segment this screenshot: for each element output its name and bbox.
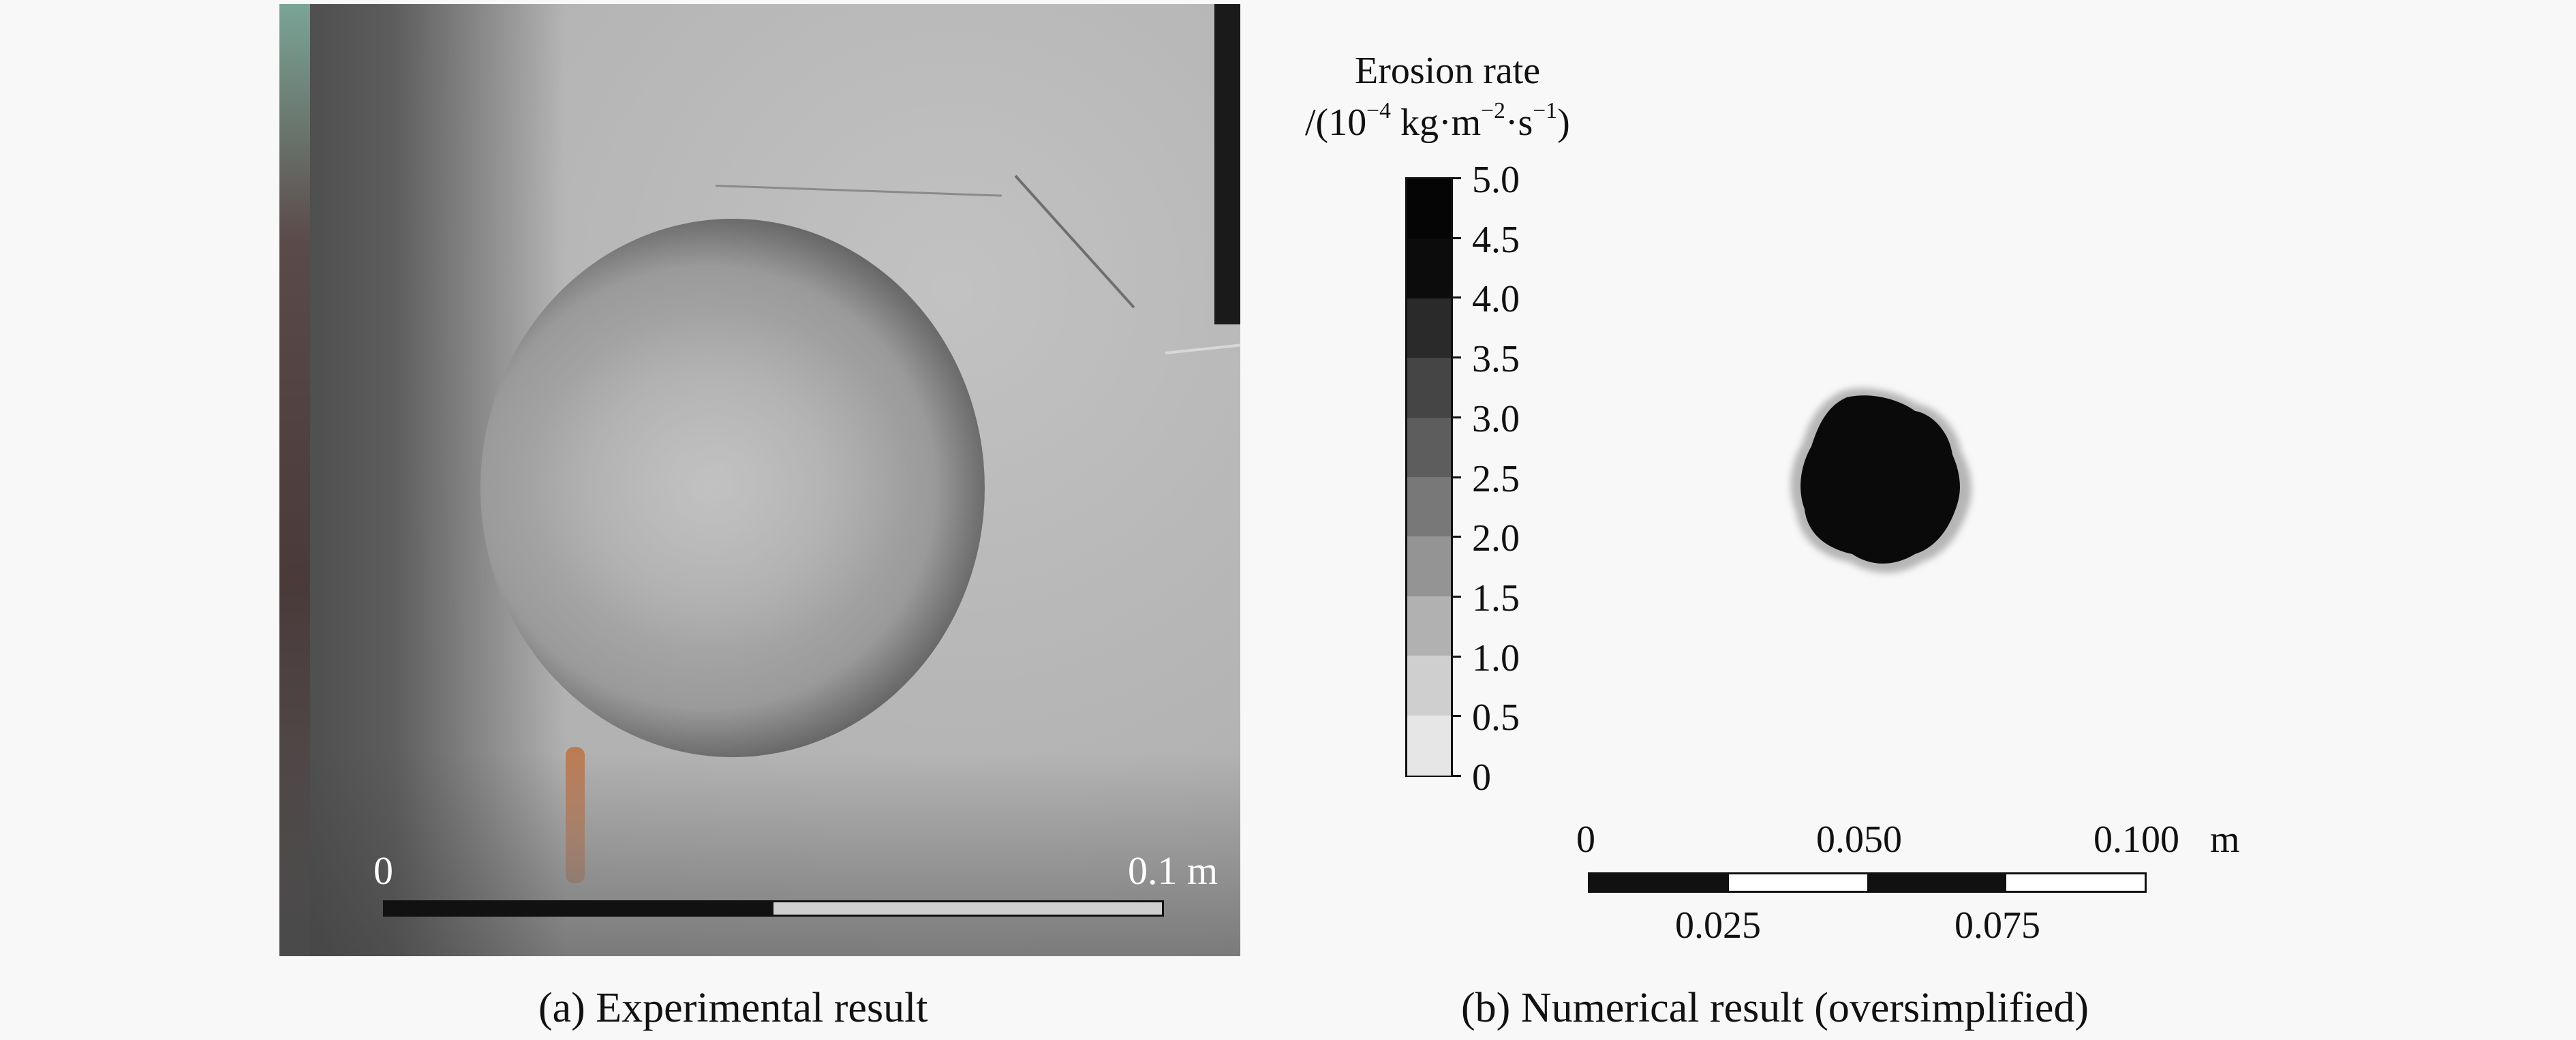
- colorbar-tick-label: 3.0: [1472, 397, 1520, 440]
- colorbar: [1405, 177, 1453, 777]
- colorbar-tick-label: 2.5: [1472, 457, 1520, 500]
- colorbar-tick-label: 4.5: [1472, 218, 1520, 261]
- colorbar-segment: [1407, 298, 1451, 359]
- colorbar-segment: [1407, 239, 1451, 299]
- colorbar-tick: [1452, 595, 1461, 598]
- colorbar-tick: [1452, 476, 1461, 478]
- numerical-erosion-blob: [1779, 378, 1983, 579]
- colorbar-segment: [1407, 417, 1451, 478]
- colorbar-tick: [1452, 177, 1461, 179]
- colorbar-segment: [1407, 715, 1451, 776]
- scale-b-label-0050: 0.050: [1816, 819, 1902, 861]
- colorbar-tick-label: 4.0: [1472, 278, 1520, 321]
- colorbar-segment: [1407, 656, 1451, 716]
- colorbar-tick-label: 3.5: [1472, 338, 1520, 381]
- colorbar-segment: [1407, 536, 1451, 597]
- colorbar-tick-label: 2.0: [1472, 517, 1520, 560]
- scale-b-label-0: 0: [1576, 819, 1595, 861]
- colorbar-tick: [1452, 536, 1461, 538]
- colorbar-tick: [1452, 296, 1461, 299]
- colorbar-tick: [1452, 715, 1461, 718]
- scale-b-label-0100: 0.100: [2094, 819, 2179, 861]
- colorbar-tick: [1452, 356, 1461, 359]
- scale-b-label-0075: 0.075: [1954, 904, 2040, 947]
- scale-b-label-0025: 0.025: [1675, 904, 1761, 947]
- colorbar-tick: [1452, 775, 1461, 777]
- scale-a-end-label: 0.1 m: [1128, 848, 1218, 893]
- colorbar-tick-label: 1.5: [1472, 577, 1520, 620]
- colorbar-segment: [1407, 596, 1451, 657]
- colorbar-tick: [1452, 416, 1461, 418]
- legend-title-line1: Erosion rate: [1355, 50, 1541, 92]
- scale-bar-a: [383, 900, 1164, 917]
- caption-a: (a) Experimental result: [538, 985, 928, 1031]
- legend-title-line2: /(10−4 kg·m−2·s−1): [1305, 97, 1570, 144]
- scale-a-start-label: 0: [373, 848, 393, 893]
- caption-b: (b) Numerical result (oversimplified): [1461, 985, 2089, 1031]
- colorbar-tick-label: 1.0: [1472, 637, 1520, 679]
- colorbar-segment: [1407, 477, 1451, 538]
- colorbar-tick-label: 5.0: [1472, 159, 1520, 201]
- colorbar-tick: [1452, 236, 1461, 239]
- scale-bar-b: [1588, 872, 2147, 893]
- experimental-photo: 0 0.1 m: [279, 4, 1240, 956]
- scale-b-unit: m: [2210, 819, 2240, 861]
- colorbar-segment: [1407, 179, 1451, 240]
- colorbar-tick-label: 0.5: [1472, 697, 1520, 739]
- colorbar-tick: [1452, 655, 1461, 658]
- colorbar-tick-label: 0: [1472, 756, 1491, 799]
- colorbar-segment: [1407, 358, 1451, 418]
